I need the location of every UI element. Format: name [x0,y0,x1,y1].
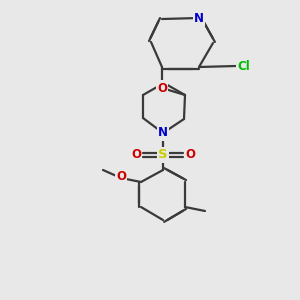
Text: O: O [116,170,126,184]
Text: O: O [185,148,195,161]
Text: N: N [194,11,204,25]
Text: O: O [157,82,167,94]
Text: S: S [158,148,168,161]
Text: Cl: Cl [238,59,250,73]
Text: N: N [158,127,168,140]
Text: O: O [131,148,141,161]
